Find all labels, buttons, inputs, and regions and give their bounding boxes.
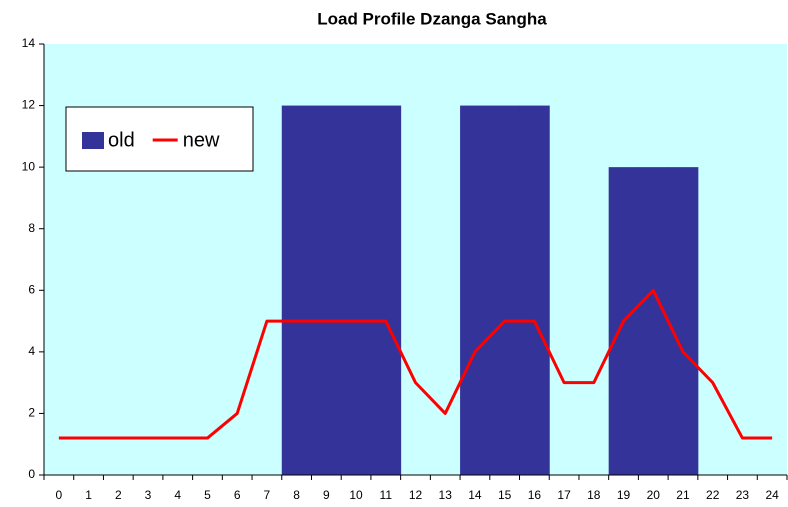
y-tick-label: 10	[22, 159, 36, 173]
bar	[341, 105, 372, 476]
bar	[519, 105, 550, 476]
x-tick-label: 19	[617, 488, 631, 502]
chart-title: Load Profile Dzanga Sangha	[317, 9, 547, 28]
y-tick-label: 4	[28, 344, 35, 358]
y-tick-label: 12	[22, 98, 36, 112]
x-tick-label: 24	[765, 488, 779, 502]
x-tick-label: 18	[587, 488, 601, 502]
x-tick-label: 20	[647, 488, 661, 502]
y-tick-label: 6	[28, 282, 35, 296]
bar	[311, 105, 342, 476]
x-tick-label: 10	[349, 488, 363, 502]
x-tick-label: 1	[85, 488, 92, 502]
bar	[668, 167, 699, 475]
bar	[460, 105, 491, 476]
x-tick-label: 3	[145, 488, 152, 502]
bar	[638, 167, 669, 475]
legend-label: new	[183, 129, 220, 151]
x-tick-label: 12	[409, 488, 423, 502]
x-tick-label: 16	[528, 488, 542, 502]
x-tick-label: 6	[234, 488, 241, 502]
bar	[370, 105, 402, 476]
bar	[489, 105, 521, 476]
x-tick-label: 9	[323, 488, 330, 502]
y-tick-label: 0	[28, 467, 35, 481]
x-tick-label: 14	[468, 488, 482, 502]
x-tick-label: 13	[439, 488, 453, 502]
x-tick-label: 23	[736, 488, 750, 502]
x-tick-label: 4	[174, 488, 181, 502]
x-tick-label: 7	[264, 488, 271, 502]
x-tick-label: 2	[115, 488, 122, 502]
y-tick-label: 2	[28, 406, 35, 420]
y-tick-label: 14	[22, 36, 36, 50]
x-tick-label: 11	[380, 488, 393, 502]
x-tick-label: 21	[676, 488, 690, 502]
legend-label: old	[108, 129, 135, 151]
x-tick-label: 15	[498, 488, 512, 502]
bar	[281, 105, 312, 476]
line	[58, 288, 773, 440]
x-tick-label: 8	[293, 488, 300, 502]
legend-swatch	[82, 132, 104, 149]
x-tick-label: 17	[557, 488, 571, 502]
x-tick-label: 22	[706, 488, 720, 502]
x-tick-label: 0	[56, 488, 63, 502]
y-tick-label: 8	[28, 221, 35, 235]
x-tick-label: 5	[204, 488, 211, 502]
